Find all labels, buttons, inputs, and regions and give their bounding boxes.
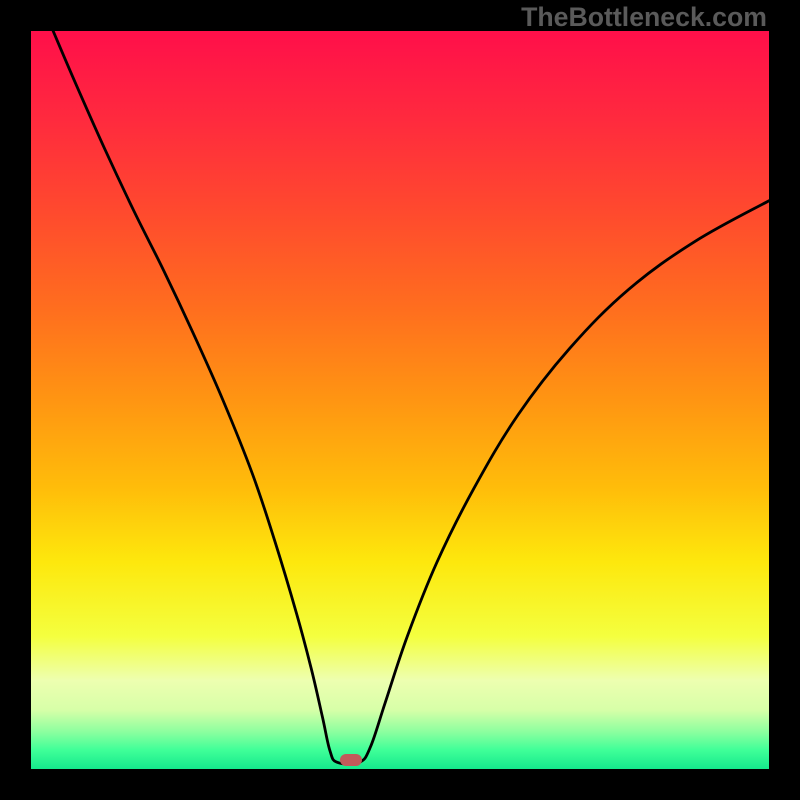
bottleneck-curve [31,31,769,769]
watermark-label: TheBottleneck.com [521,2,767,33]
recommended-marker [340,754,362,766]
plot-area [31,31,769,769]
curve-path [53,31,769,764]
